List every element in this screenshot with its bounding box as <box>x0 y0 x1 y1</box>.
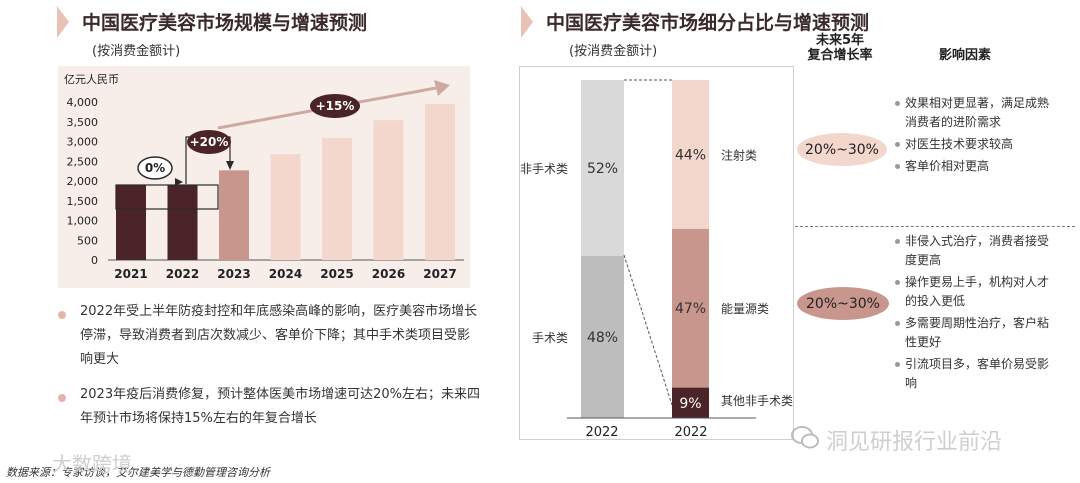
header-growth-rate: 未来5年 复合增长率 <box>807 33 873 63</box>
bullet-icon <box>895 280 900 285</box>
connector-middle <box>623 254 673 406</box>
factor-text: 效果相对更显著，满足成熟消费者的进阶需求 <box>905 96 1050 129</box>
bullet-icon <box>895 142 900 147</box>
y-tick-label: 3,000 <box>67 136 99 149</box>
annotation-0-percent-ellipse <box>137 156 173 180</box>
x-tick-label: 2021 <box>114 267 147 281</box>
x-tick-label: 2022 <box>674 425 707 440</box>
factors-list-2: 非侵入式治疗，消费者接受度更高 操作更易上手，机构对人才的投入更低 多需要周期性… <box>895 232 1060 393</box>
annotation-15-percent: +15% <box>316 99 355 113</box>
annotation-20-percent-ellipse <box>187 130 231 154</box>
growth-rate-badge-2: 20%~30% <box>797 287 889 320</box>
annotation-bracket-2022 <box>115 184 219 210</box>
title-marker-icon <box>521 6 533 38</box>
y-tick-label: 1,000 <box>67 215 99 228</box>
factor-item: 非侵入式治疗，消费者接受度更高 <box>895 232 1060 270</box>
segment-name-label: 非手术类 <box>520 162 568 176</box>
trend-arrow-head-icon <box>434 80 450 96</box>
right-subtitle: (按消费金额计) <box>569 44 658 59</box>
title-marker-icon <box>57 6 69 38</box>
segment-name-label: 注射类 <box>721 147 757 162</box>
segment-percent-label: 44% <box>675 147 706 163</box>
watermark-left: 大数跨境 <box>52 452 132 476</box>
watermark-right: 洞见研报行业前沿 <box>826 430 1003 455</box>
bullet-icon <box>895 321 900 326</box>
bullet-icon <box>58 311 66 319</box>
segment-注射类 <box>672 80 709 229</box>
bar-2026 <box>373 120 404 260</box>
bar-2021 <box>116 185 146 260</box>
bar-2022 <box>167 185 198 260</box>
y-tick-label: 2,000 <box>67 175 99 188</box>
factor-text: 对医生技术要求较高 <box>905 137 1014 151</box>
segment-其他非手术类 <box>672 387 709 418</box>
segment-percent-label: 9% <box>679 396 701 412</box>
wechat-icon <box>790 422 820 452</box>
factor-text: 非侵入式治疗，消费者接受度更高 <box>905 234 1050 267</box>
arrow-head-icon <box>175 178 183 186</box>
segment-percent-label: 52% <box>587 161 618 177</box>
segment-手术类 <box>581 255 624 418</box>
x-tick-label: 2027 <box>423 267 456 281</box>
bullet-text-2: 2023年疫后消费修复，预计整体医美市场增速可达20%左右；未来四年预计市场将保… <box>80 387 480 426</box>
factor-text: 操作更易上手，机构对人才的投入更低 <box>905 275 1050 308</box>
factor-text: 引流项目多，客单价易受影响 <box>905 357 1050 390</box>
bullet-icon <box>895 164 900 169</box>
data-source: 数据来源：专家访谈，艾尔建美学与德勤管理咨询分析 <box>6 466 270 479</box>
x-tick-label: 2026 <box>372 267 405 281</box>
annotation-15-percent-ellipse <box>310 94 360 118</box>
x-tick-label: 2022 <box>585 425 618 440</box>
bar-2025 <box>322 137 352 260</box>
bullet-icon <box>895 101 900 106</box>
factor-item: 效果相对更显著，满足成熟消费者的进阶需求 <box>895 94 1060 132</box>
bar-chart-panel: 亿元人民币 0 500 1,000 1,500 2,000 2,500 3,000 3,500… <box>58 66 470 288</box>
growth-rate-badge-1: 20%~30% <box>797 133 887 166</box>
market-size-bar-chart: 亿元人民币 0 500 1,000 1,500 2,000 2,500 3,000 3,500… <box>64 73 464 281</box>
segment-name-label: 其他非手术类 <box>721 394 793 408</box>
y-tick-label: 4,000 <box>67 96 99 109</box>
y-tick-label: 3,500 <box>67 116 99 129</box>
annotation-20-percent: +20% <box>190 135 229 149</box>
segment-name-label: 手术类 <box>532 331 568 345</box>
bar-2024 <box>270 154 301 260</box>
stacked-chart-panel: 48% 手术类 52% 非手术类 9% 其他非手术类 47% 能量源类 44% 注射类 2022 20… <box>519 66 794 440</box>
x-tick-label: 2023 <box>217 267 250 281</box>
bar-2027 <box>425 103 455 260</box>
annotation-0-percent: 0% <box>145 161 165 175</box>
right-title: 中国医疗美容市场细分占比与增速预测 <box>546 12 870 34</box>
y-axis-label: 亿元人民币 <box>64 73 119 86</box>
x-tick-label: 2024 <box>269 267 302 281</box>
segment-name-label: 能量源类 <box>721 302 769 316</box>
factor-item: 对医生技术要求较高 <box>895 135 1060 154</box>
x-tick-label: 2022 <box>166 267 199 281</box>
segment-非手术类 <box>581 80 624 256</box>
section-divider <box>795 226 1075 227</box>
factors-list-1: 效果相对更显著，满足成熟消费者的进阶需求 对医生技术要求较高 客单价相对更高 <box>895 94 1060 176</box>
bullet-icon <box>895 239 900 244</box>
y-tick-label: 500 <box>77 234 98 247</box>
bar-2023 <box>219 170 249 260</box>
bullet-text-1: 2022年受上半年防疫封控和年底感染高峰的影响，医疗美容市场增长停滞，导致消费者… <box>80 304 478 367</box>
segment-percent-label: 48% <box>587 330 618 346</box>
header-factors: 影响因素 <box>938 48 991 63</box>
factor-item: 操作更易上手，机构对人才的投入更低 <box>895 273 1060 311</box>
factor-item: 客单价相对更高 <box>895 157 1060 176</box>
y-tick-label: 0 <box>91 254 98 267</box>
bullet-icon <box>895 362 900 367</box>
segment-能量源类 <box>672 228 709 388</box>
segment-stacked-bar-chart: 48% 手术类 52% 非手术类 9% 其他非手术类 47% 能量源类 44% 注射类 2022 20… <box>520 79 793 440</box>
y-tick-label: 1,500 <box>67 195 99 208</box>
x-tick-label: 2025 <box>320 267 353 281</box>
segment-percent-label: 47% <box>675 301 706 317</box>
bullet-icon <box>58 394 66 402</box>
y-tick-label: 2,500 <box>67 155 99 168</box>
factor-text: 多需要周期性治疗，客户粘性更好 <box>905 316 1050 349</box>
arrow-down-icon <box>226 161 234 170</box>
left-title: 中国医疗美容市场规模与增速预测 <box>82 12 368 34</box>
factor-item: 引流项目多，客单价易受影响 <box>895 355 1060 393</box>
left-subtitle: (按消费金额计) <box>92 44 181 59</box>
factor-item: 多需要周期性治疗，客户粘性更好 <box>895 314 1060 352</box>
factor-text: 客单价相对更高 <box>905 159 990 173</box>
